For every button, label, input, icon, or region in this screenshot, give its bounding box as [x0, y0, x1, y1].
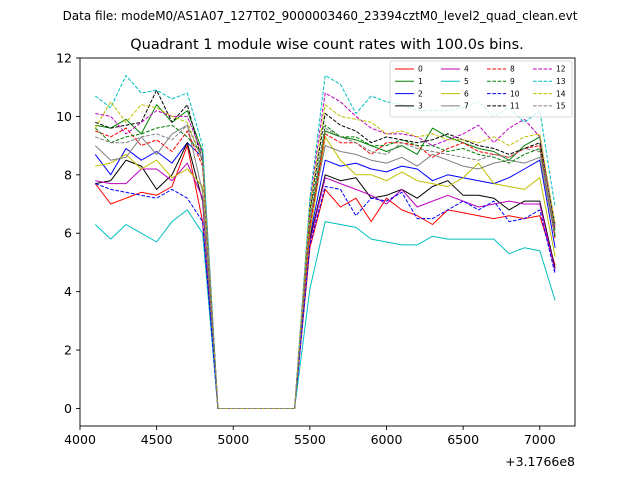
x-tick-label: 7000 [524, 432, 556, 447]
series-line-9 [94, 124, 556, 409]
series-line-5 [94, 209, 556, 409]
series-line-3 [95, 142, 556, 409]
series-line-8 [95, 127, 556, 409]
chart-title: Quadrant 1 module wise count rates with … [130, 37, 524, 53]
y-tick-label: 0 [64, 401, 72, 416]
series-line-7 [94, 124, 556, 409]
y-axis: 0 2 4 6 8 10 12 [56, 51, 80, 416]
series-line-4 [95, 162, 556, 409]
x-tick-label: 4500 [141, 432, 173, 447]
x-offset-label: +3.1766e8 [505, 454, 575, 469]
y-tick-label: 6 [64, 226, 72, 241]
x-tick-label: 5000 [217, 432, 249, 447]
legend-label-15: 15 [556, 102, 566, 111]
legend-label-14: 14 [556, 89, 566, 98]
y-tick-label: 10 [56, 109, 72, 124]
x-tick-label: 4000 [64, 432, 96, 447]
y-tick-label: 4 [64, 284, 72, 299]
series-line-12 [95, 92, 556, 409]
legend-label-9: 9 [510, 77, 515, 86]
legend-label-7: 7 [464, 102, 469, 111]
legend-label-10: 10 [510, 89, 520, 98]
series-line-0 [94, 145, 556, 409]
legend-label-5: 5 [464, 77, 469, 86]
legend-label-13: 13 [556, 77, 566, 86]
plot-frame [79, 57, 576, 427]
series-line-15 [95, 124, 556, 409]
x-axis: 4000 4500 5000 5500 6000 6500 7000 [64, 426, 556, 447]
x-tick-label: 6000 [371, 432, 403, 447]
series-line-2 [94, 142, 556, 409]
legend-label-1: 1 [418, 77, 423, 86]
legend-label-6: 6 [464, 89, 469, 98]
legend-label-4: 4 [464, 65, 469, 74]
legend-label-11: 11 [510, 102, 520, 111]
y-tick-label: 12 [56, 51, 72, 66]
y-tick-label: 2 [64, 343, 72, 358]
series-line-14 [94, 101, 556, 409]
x-tick-label: 5500 [294, 432, 326, 447]
legend-box [389, 60, 573, 118]
legend-label-3: 3 [418, 102, 423, 111]
figure-suptitle: Data file: modeM0/AS1A07_127T02_90000034… [63, 9, 578, 23]
series-lines [94, 75, 556, 409]
legend-label-2: 2 [418, 89, 423, 98]
legend-label-8: 8 [510, 65, 515, 74]
x-tick-label: 6500 [447, 432, 479, 447]
series-line-10 [95, 183, 556, 409]
y-tick-label: 8 [64, 167, 72, 182]
legend-label-12: 12 [556, 65, 566, 74]
series-line-11 [95, 89, 556, 409]
legend-label-0: 0 [418, 65, 423, 74]
